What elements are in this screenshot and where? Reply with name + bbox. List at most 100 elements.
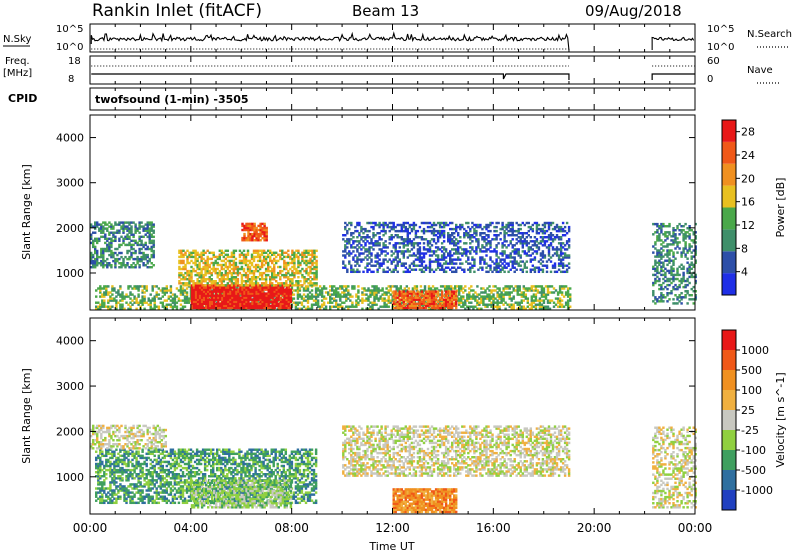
echo-cell (264, 269, 268, 273)
echo-cell (175, 295, 179, 298)
echo-cell (472, 305, 475, 308)
echo-cell (140, 221, 143, 224)
echo-cell (451, 238, 454, 241)
echo-cell (327, 293, 330, 296)
echo-cell (234, 263, 238, 267)
echo-cell (406, 238, 410, 241)
echo-cell (310, 289, 314, 292)
echo-cell (293, 261, 296, 265)
echo-cell (654, 241, 657, 244)
echo-cell (211, 290, 214, 293)
echo-cell (127, 303, 130, 306)
echo-cell (378, 262, 381, 265)
echo-cell (134, 264, 137, 267)
echo-cell (383, 299, 386, 302)
echo-cell (102, 266, 105, 269)
echo-cell (538, 297, 542, 300)
echo-cell (347, 285, 350, 288)
echo-cell (466, 295, 469, 298)
echo-cell (281, 269, 284, 273)
echo-cell (345, 297, 348, 300)
echo-cell (420, 260, 424, 263)
echo-cell (553, 227, 557, 231)
echo-cell (656, 261, 659, 264)
echo-cell (98, 239, 101, 243)
echo-cell (464, 301, 467, 304)
echo-cell (408, 254, 412, 257)
echo-cell (451, 242, 454, 245)
echo-cell (654, 255, 657, 258)
echo-cell (555, 254, 559, 257)
echo-cell (208, 269, 211, 273)
echo-cell (283, 302, 287, 306)
echo-cell (440, 250, 444, 253)
echo-cell (652, 290, 655, 293)
echo-cell (180, 253, 183, 257)
echo-cell (260, 284, 264, 287)
echo-cell (430, 298, 434, 301)
echo-cell (215, 296, 218, 299)
echo-cell (414, 302, 418, 306)
echo-cell (424, 248, 428, 251)
echo-cell (285, 286, 289, 289)
echo-cell (116, 229, 119, 232)
echo-cell (273, 271, 276, 275)
echo-cell (341, 301, 344, 304)
echo-cell (329, 295, 332, 298)
echo-cell (562, 287, 566, 290)
echo-cell (230, 253, 234, 257)
echo-cell (304, 295, 308, 298)
echo-cell (451, 227, 454, 231)
echo-cell (273, 273, 276, 277)
echo-cell (413, 287, 417, 290)
echo-cell (289, 280, 292, 283)
echo-cell (453, 294, 456, 297)
echo-cell (221, 296, 224, 299)
echo-cell (250, 253, 254, 257)
echo-cell (285, 292, 289, 295)
echo-cell (440, 225, 444, 229)
echo-cell (496, 301, 499, 304)
echo-cell (221, 288, 224, 291)
echo-cell (388, 268, 391, 271)
echo-cell (353, 305, 356, 308)
echo-cell (556, 293, 560, 296)
echo-cell (549, 234, 553, 237)
echo-cell (138, 249, 141, 253)
echo-cell (372, 264, 375, 267)
echo-cell (161, 289, 165, 292)
echo-cell (519, 256, 522, 259)
echo-cell (513, 244, 516, 247)
echo-cell (432, 302, 436, 306)
echo-cell (295, 255, 298, 259)
echo-cell (509, 252, 512, 255)
echo-cell (499, 232, 502, 235)
echo-cell (455, 225, 458, 229)
echo-cell (389, 289, 392, 292)
echo-cell (455, 296, 458, 299)
echo-cell (142, 264, 145, 267)
echo-cell (339, 299, 342, 302)
echo-cell (196, 267, 199, 271)
echo-cell (492, 285, 495, 288)
echo-cell (253, 290, 256, 293)
echo-cell (555, 250, 559, 253)
echo-cell (105, 305, 108, 308)
echo-cell (110, 266, 113, 269)
echo-cell (652, 294, 655, 297)
echo-cell (453, 248, 456, 251)
echo-cell (228, 271, 232, 275)
echo-cell (220, 263, 224, 267)
echo-cell (447, 302, 450, 306)
echo-cell (535, 232, 539, 235)
echo-cell (414, 232, 418, 235)
echo-cell (534, 299, 538, 302)
echo-cell (453, 296, 456, 299)
echo-cell (263, 234, 266, 238)
echo-cell (654, 231, 657, 234)
echo-cell (348, 252, 351, 255)
echo-cell (236, 278, 240, 281)
echo-cell (136, 241, 139, 245)
echo-cell (553, 236, 557, 239)
echo-cell (652, 273, 655, 277)
